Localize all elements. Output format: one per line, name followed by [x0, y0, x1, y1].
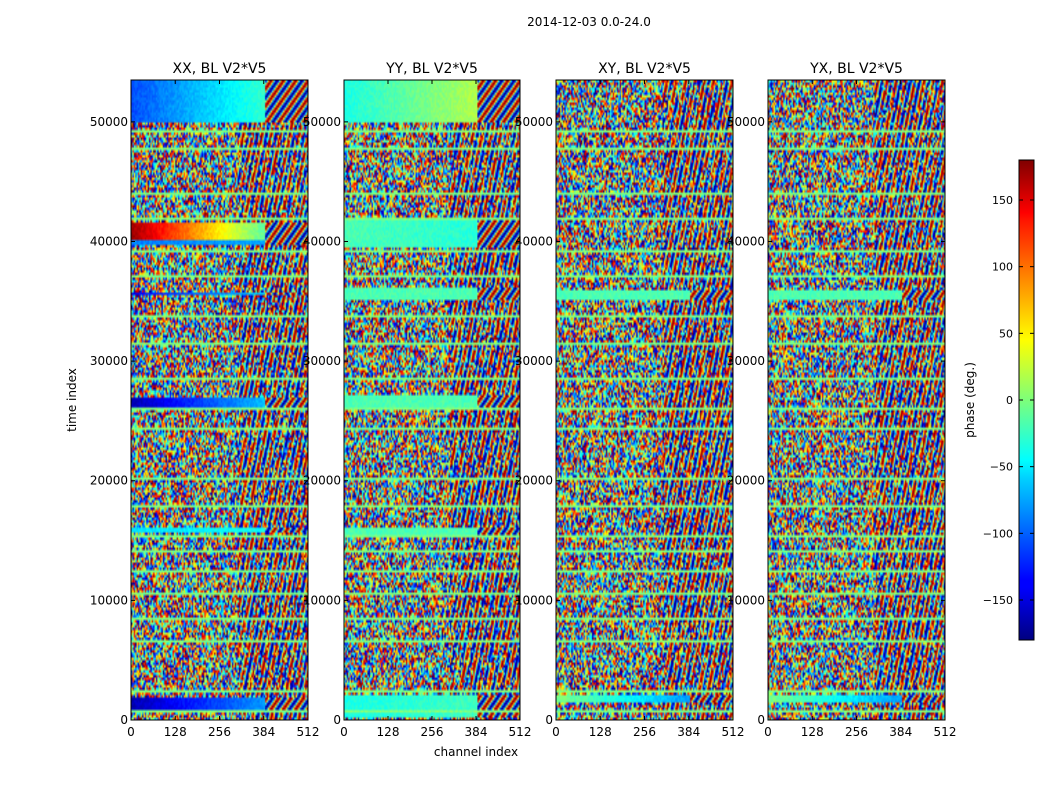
figure-suptitle: 2014-12-03 0.0-24.0	[527, 15, 651, 29]
axis-ticks-xx: 0 128 256 384 512 0 10000 20000 30000 40000 50000	[90, 80, 320, 739]
y-tick-label: 30000	[90, 354, 128, 368]
x-tick-label: 256	[208, 725, 231, 739]
colorbar-tick-label: 100	[992, 261, 1013, 274]
heatmap-image-yy	[344, 80, 520, 720]
colorbar-gradient	[1019, 160, 1034, 640]
heatmap-image-xy	[556, 80, 733, 720]
x-tick-label: 128	[164, 725, 187, 739]
y-tick-label: 40000	[515, 234, 553, 248]
panel-title-xy: XY, BL V2*V5	[598, 61, 691, 77]
x-tick-label: 384	[677, 725, 700, 739]
axis-ticks-xy: 0 128 256 384 512 0 10000 20000 30000 40000 50000	[515, 80, 745, 739]
x-tick-label: 0	[340, 725, 348, 739]
x-tick-label: 512	[297, 725, 320, 739]
y-tick-label: 30000	[727, 354, 765, 368]
heatmap-image-yx	[768, 80, 945, 720]
x-tick-label: 256	[633, 725, 656, 739]
colorbar-ticks: −150 −100 −50 0 50 100 150	[983, 194, 1034, 607]
x-tick-label: 512	[509, 725, 532, 739]
heatmap-image-xx	[131, 80, 308, 720]
y-tick-label: 10000	[90, 593, 128, 607]
x-tick-label: 256	[845, 725, 868, 739]
y-tick-label: 50000	[727, 115, 765, 129]
y-tick-label: 50000	[90, 115, 128, 129]
colorbar: −150 −100 −50 0 50 100 150 phase (deg.)	[963, 159, 1035, 641]
y-tick-label: 40000	[90, 234, 128, 248]
x-tick-label: 128	[801, 725, 824, 739]
x-tick-label: 384	[889, 725, 912, 739]
colorbar-tick-label: 50	[999, 327, 1013, 340]
colorbar-tick-label: 0	[1006, 394, 1013, 407]
x-tick-label: 384	[252, 725, 275, 739]
colorbar-tick-label: −150	[983, 594, 1013, 607]
y-tick-label: 40000	[727, 234, 765, 248]
x-tick-label: 512	[722, 725, 745, 739]
y-tick-label: 20000	[515, 474, 553, 488]
panel-title-yx: YX, BL V2*V5	[809, 61, 903, 77]
y-tick-label: 0	[333, 713, 341, 727]
y-axis-label: time index	[65, 368, 79, 432]
y-tick-label: 40000	[303, 234, 341, 248]
y-tick-label: 0	[120, 713, 128, 727]
y-tick-label: 10000	[727, 593, 765, 607]
x-tick-label: 384	[465, 725, 488, 739]
y-tick-label: 20000	[303, 474, 341, 488]
x-axis-label: channel index	[434, 745, 518, 759]
panel-yx: YX, BL V2*V5 0 128 256 384 512 0 10000 20000 300…	[727, 61, 957, 739]
colorbar-tick-label: −100	[983, 527, 1013, 540]
panel-yy: YY, BL V2*V5 0 128 256 384 512 0 10000 20000 300…	[303, 61, 532, 739]
panel-title-yy: YY, BL V2*V5	[385, 61, 478, 77]
x-tick-label: 128	[589, 725, 612, 739]
y-tick-label: 50000	[303, 115, 341, 129]
axis-ticks-yx: 0 128 256 384 512 0 10000 20000 30000 40000 50000	[727, 80, 957, 739]
colorbar-label: phase (deg.)	[963, 362, 977, 438]
y-tick-label: 50000	[515, 115, 553, 129]
colorbar-tick-label: −50	[990, 461, 1013, 474]
x-tick-label: 0	[552, 725, 560, 739]
panel-xx: XX, BL V2*V5 0 128 256 384 512 0 10000 20000 300…	[90, 61, 320, 739]
axis-ticks-yy: 0 128 256 384 512 0 10000 20000 30000 40000 50000	[303, 80, 532, 739]
x-tick-label: 128	[377, 725, 400, 739]
y-tick-label: 20000	[90, 474, 128, 488]
y-tick-label: 20000	[727, 474, 765, 488]
y-tick-label: 0	[757, 713, 765, 727]
y-tick-label: 10000	[303, 593, 341, 607]
x-tick-label: 256	[421, 725, 444, 739]
x-tick-label: 0	[127, 725, 135, 739]
y-tick-label: 0	[545, 713, 553, 727]
y-tick-label: 30000	[515, 354, 553, 368]
x-tick-label: 512	[934, 725, 957, 739]
panel-title-xx: XX, BL V2*V5	[173, 61, 267, 77]
y-tick-label: 10000	[515, 593, 553, 607]
y-tick-label: 30000	[303, 354, 341, 368]
x-tick-label: 0	[764, 725, 772, 739]
colorbar-tick-label: 150	[992, 194, 1013, 207]
panel-xy: XY, BL V2*V5 0 128 256 384 512 0 10000 20000 300…	[515, 61, 745, 739]
